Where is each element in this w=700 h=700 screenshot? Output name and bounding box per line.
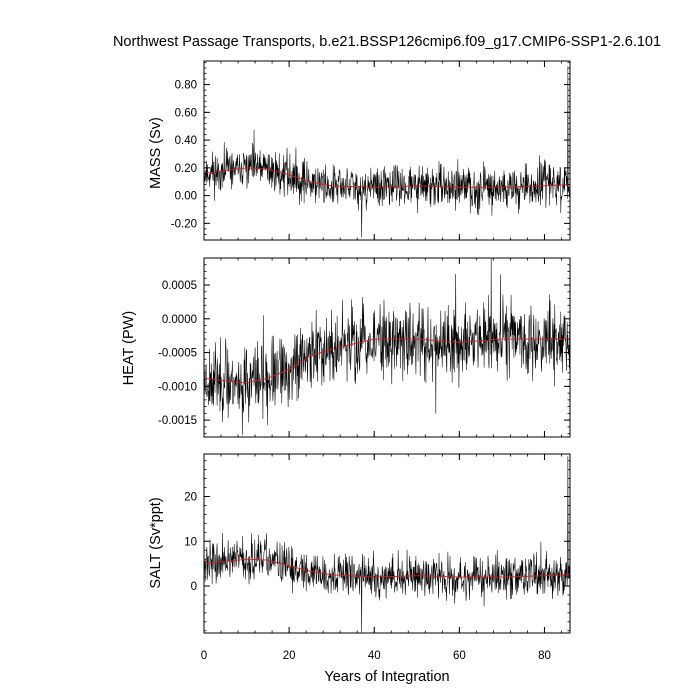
y-tick-label-salt: 10 xyxy=(184,536,197,548)
y-tick-label-heat: 0.0000 xyxy=(162,314,197,326)
x-tick-label-salt: 60 xyxy=(453,650,466,662)
y-tick-label-mass: 0.80 xyxy=(175,80,197,92)
y-tick-label-salt: 0 xyxy=(191,581,197,593)
x-tick-label-salt: 20 xyxy=(283,650,296,662)
series-line-mass-smooth xyxy=(204,167,570,188)
panel-salt: SALT (Sv*ppt) 0 10 20 0 20 40 60 80 xyxy=(148,453,571,662)
panel-heat: HEAT (PW) -0.0015 -0.0010 -0.0005 0.0000 0.0… xyxy=(121,257,571,438)
y-tick-label-heat: -0.0015 xyxy=(158,415,197,427)
series-line-heat-smooth xyxy=(204,338,570,384)
chart-title: Northwest Passage Transports, b.e21.BSSP… xyxy=(113,34,661,50)
x-tick-label-salt: 80 xyxy=(538,650,551,662)
y-tick-label-salt: 20 xyxy=(184,492,197,504)
y-tick-label-mass: -0.20 xyxy=(171,218,197,230)
series-line-heat-raw xyxy=(204,258,570,436)
y-tick-label-mass: 0.40 xyxy=(175,135,197,147)
plot-frame-heat xyxy=(203,257,571,438)
x-axis-label: Years of Integration xyxy=(324,669,449,685)
plot-frame-mass xyxy=(203,60,571,241)
y-tick-label-heat: 0.0005 xyxy=(162,280,197,292)
x-tick-label-salt: 40 xyxy=(368,650,381,662)
y-tick-label-mass: 0.60 xyxy=(175,107,197,119)
series-line-mass-raw xyxy=(204,66,570,238)
x-tick-label-salt: 0 xyxy=(201,650,207,662)
panel-mass: MASS (Sv) -0.20 0.00 0.20 0.40 0.60 0.80 xyxy=(148,60,571,241)
y-tick-label-mass: 0.00 xyxy=(175,191,197,203)
y-tick-label-heat: -0.0010 xyxy=(158,381,197,393)
series-line-salt-raw xyxy=(204,455,570,633)
y-tick-label-heat: -0.0005 xyxy=(158,348,197,360)
series-line-salt-smooth xyxy=(204,558,570,578)
y-axis-label-salt: SALT (Sv*ppt) xyxy=(148,497,164,588)
y-axis-label-heat: HEAT (PW) xyxy=(121,311,137,385)
plot-frame-salt xyxy=(203,453,571,634)
y-axis-label-mass: MASS (Sv) xyxy=(148,117,164,189)
y-tick-label-mass: 0.20 xyxy=(175,163,197,175)
